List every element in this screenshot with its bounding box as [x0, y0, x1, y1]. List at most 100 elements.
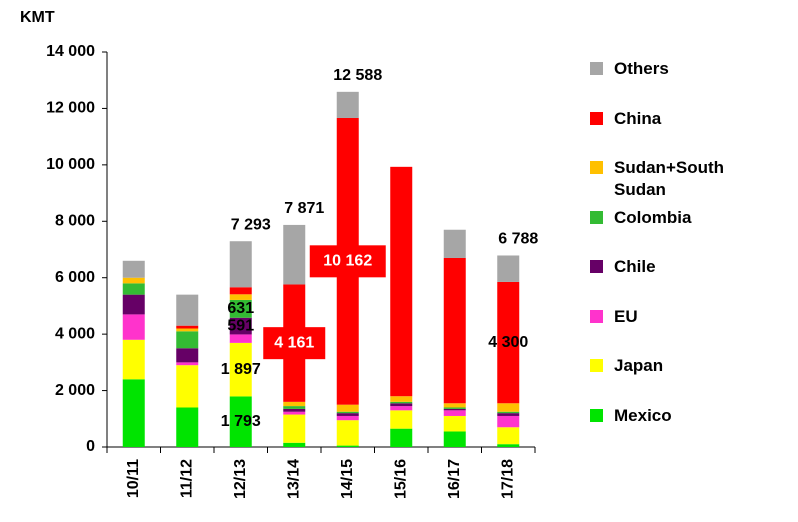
bar-segment	[229, 241, 252, 288]
y-tick-label: 8 000	[55, 213, 95, 230]
bar-segment	[176, 407, 199, 447]
legend-swatch	[590, 359, 603, 372]
y-axis-label: KMT	[20, 9, 55, 26]
legend-swatch	[590, 408, 603, 422]
total-label: 7 293	[231, 216, 271, 233]
legend-swatch	[590, 260, 603, 273]
bar-segment	[390, 396, 413, 402]
bar-segment	[497, 427, 520, 445]
bar-segment	[497, 413, 520, 416]
x-tick-label: 13/14	[285, 459, 302, 499]
bar-segment	[229, 294, 252, 300]
bar-segment	[443, 431, 466, 447]
bar-segment	[497, 403, 520, 412]
y-tick-label: 6 000	[55, 269, 95, 286]
legend-entry: Mexico	[590, 405, 790, 455]
bar-segment	[336, 445, 359, 447]
bar-segment	[122, 379, 145, 447]
label-box	[309, 245, 386, 278]
legend-swatch	[590, 62, 603, 75]
total-label: 6 788	[498, 231, 538, 248]
bar-segment	[122, 283, 145, 295]
bar-segment	[122, 314, 145, 340]
legend-label: Others	[614, 59, 669, 78]
x-tick-label: 14/15	[339, 459, 356, 499]
y-tick-label: 4 000	[55, 325, 95, 342]
bar-segment	[122, 277, 145, 284]
bar-segment	[283, 408, 306, 412]
bar-segment	[122, 339, 145, 380]
bar-segment	[390, 166, 413, 397]
x-tick-label: 17/18	[499, 459, 516, 499]
legend-entry: Others	[590, 58, 790, 108]
x-tick-label: 12/13	[232, 459, 249, 499]
bar-segment	[176, 325, 199, 329]
bar-segment	[336, 413, 359, 416]
legend-swatch	[590, 111, 603, 125]
bar-segment	[497, 411, 520, 414]
legend-label: EU	[614, 306, 638, 326]
legend-entry: Colombia	[590, 207, 790, 257]
bar-segment	[497, 281, 520, 404]
bar-segment	[176, 362, 199, 366]
bar-segment	[229, 287, 252, 295]
y-tick-label: 12 000	[46, 100, 95, 117]
bar-segment	[390, 428, 413, 447]
bar-segment	[283, 406, 306, 409]
bar-segment	[176, 348, 199, 363]
legend-label: Colombia	[614, 207, 692, 227]
data-label: 10 162	[323, 253, 372, 270]
data-label: 631	[227, 300, 254, 317]
legend-swatch	[590, 210, 603, 224]
bar-segment	[443, 403, 466, 408]
data-label: 4 300	[488, 334, 528, 351]
y-tick-label: 0	[86, 438, 95, 455]
bar-segment	[122, 294, 145, 315]
bar-segment	[390, 410, 413, 429]
bar-segment	[283, 442, 306, 447]
data-label: 1 793	[221, 413, 261, 430]
legend-label: Mexico	[614, 405, 672, 425]
y-tick-label: 14 000	[46, 43, 95, 60]
label-box	[263, 327, 326, 360]
bar-segment	[497, 444, 520, 447]
bar-segment	[390, 406, 413, 411]
legend-swatch	[590, 161, 603, 174]
x-tick-label: 16/17	[446, 459, 463, 499]
bar-segment	[176, 294, 199, 326]
legend-entry: EU	[590, 306, 790, 356]
bar-segment	[443, 407, 466, 409]
legend-entry: Chile	[590, 256, 790, 306]
bar-segment	[176, 365, 199, 408]
legend: Others China Sudan+South Sudan Colombia Chil…	[590, 58, 790, 454]
bar-segment	[443, 415, 466, 432]
bar-segment	[229, 342, 252, 397]
legend-label: Japan	[614, 356, 664, 375]
legend-entry: Sudan+South Sudan	[590, 157, 790, 207]
legend-label: Chile	[614, 257, 656, 276]
bar-segment	[443, 229, 466, 258]
bar-segment	[229, 299, 252, 318]
bar-segment	[176, 331, 199, 349]
bar-segment	[283, 411, 306, 415]
legend-entry: Japan	[590, 355, 790, 405]
legend-label: China	[614, 108, 662, 128]
y-tick-label: 2 000	[55, 382, 95, 399]
bar-segment	[443, 410, 466, 416]
bar-segment	[336, 404, 359, 412]
bar-segment	[229, 317, 252, 335]
bar-segment	[336, 91, 359, 118]
bar-segment	[283, 401, 306, 407]
bar-segment	[390, 401, 413, 404]
bar-segment	[336, 415, 359, 421]
legend-label: Sudan+South Sudan	[614, 158, 725, 199]
y-tick-label: 10 000	[46, 156, 95, 173]
bar-segment	[229, 396, 252, 447]
bar-segment	[283, 414, 306, 443]
total-label: 7 871	[284, 200, 324, 217]
bar-segment	[390, 403, 413, 407]
data-label: 591	[227, 317, 254, 334]
data-label: 1 897	[221, 361, 261, 378]
